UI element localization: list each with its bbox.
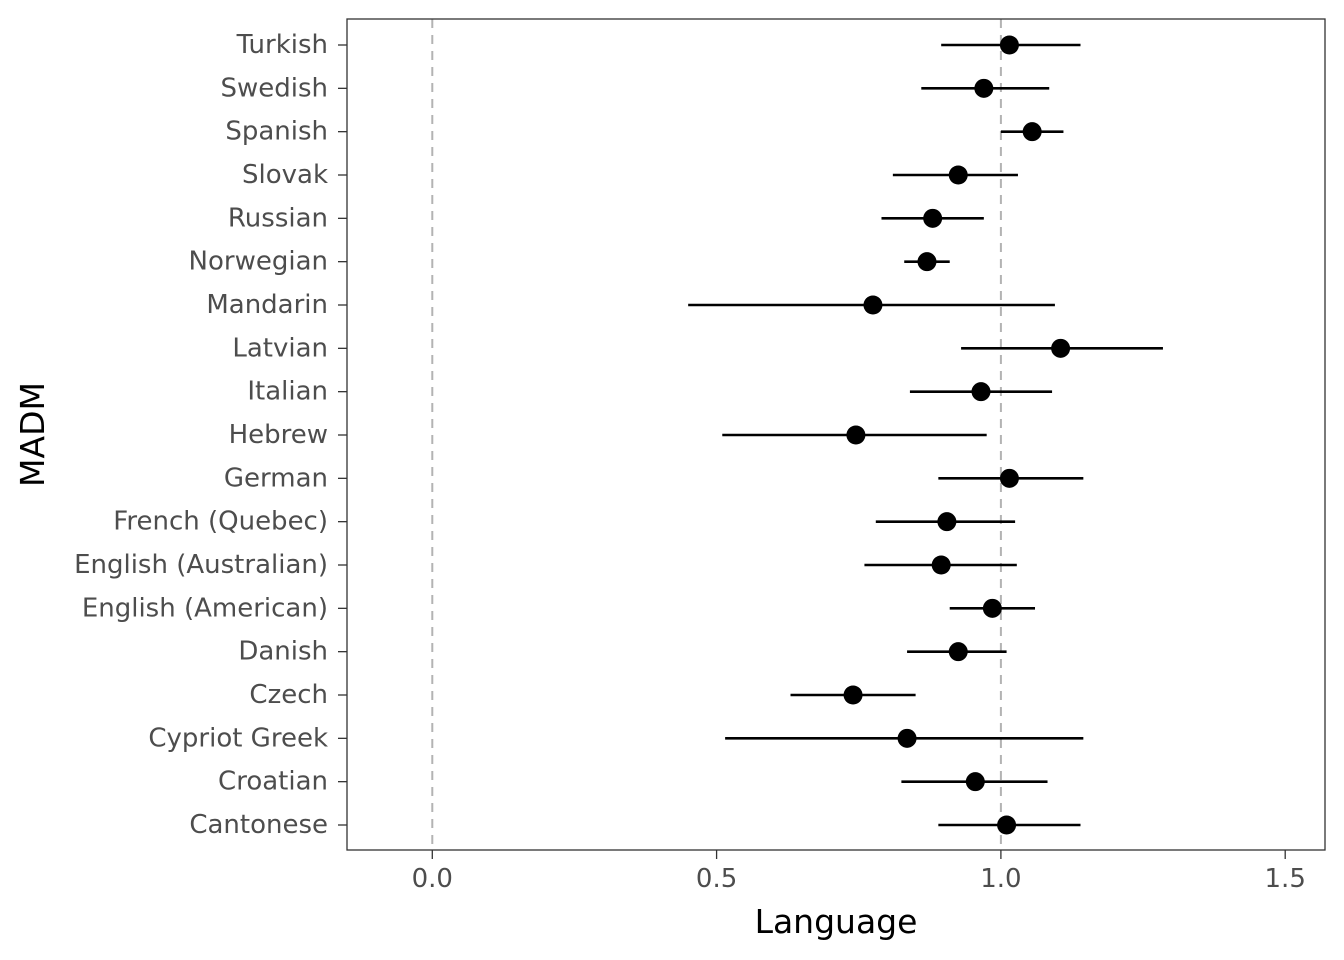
y-axis-title: MADM xyxy=(13,382,52,487)
data-point xyxy=(931,555,951,575)
y-tick-label: German xyxy=(224,463,328,493)
data-point xyxy=(948,165,968,185)
y-tick-label: Cypriot Greek xyxy=(148,723,328,753)
data-point xyxy=(948,642,968,662)
data-point xyxy=(863,295,883,315)
y-tick-label: Cantonese xyxy=(189,810,328,840)
y-tick-label: Norwegian xyxy=(189,247,328,277)
x-tick-label: 0.5 xyxy=(696,864,737,894)
data-point xyxy=(971,382,991,402)
y-tick-label: English (Australian) xyxy=(74,550,328,580)
y-tick-label: Spanish xyxy=(225,117,328,147)
x-tick-label: 1.0 xyxy=(980,864,1021,894)
reference-lines xyxy=(431,19,1002,850)
x-axis: 0.0 0.5 1.0 1.5 xyxy=(412,850,1306,894)
points xyxy=(843,35,1071,835)
data-point xyxy=(917,252,937,272)
x-tick-label: 1.5 xyxy=(1265,864,1306,894)
y-tick-label: Hebrew xyxy=(229,420,328,450)
data-point xyxy=(846,425,866,445)
y-tick-label: Russian xyxy=(228,203,328,233)
data-point xyxy=(923,208,943,228)
data-point xyxy=(843,685,863,705)
data-point xyxy=(999,468,1019,488)
data-point xyxy=(965,772,985,792)
y-tick-label: French (Quebec) xyxy=(113,507,328,537)
y-tick-label: Danish xyxy=(238,637,328,667)
y-tick-label: Czech xyxy=(249,680,328,710)
data-point xyxy=(1022,122,1042,142)
y-tick-label: Slovak xyxy=(242,160,328,190)
y-tick-label: Latvian xyxy=(232,333,328,363)
data-point xyxy=(974,78,994,98)
y-axis: Turkish Swedish Spanish Slovak Russian Norweg… xyxy=(74,30,347,840)
y-tick-label: English (American) xyxy=(82,593,328,623)
data-point xyxy=(937,512,957,532)
y-tick-label: Turkish xyxy=(236,30,328,60)
data-point xyxy=(1051,338,1071,358)
data-point xyxy=(982,598,1002,618)
x-tick-label: 0.0 xyxy=(412,864,453,894)
x-axis-title: Language xyxy=(755,902,918,941)
y-tick-label: Swedish xyxy=(220,73,328,103)
data-point xyxy=(999,35,1019,55)
y-tick-label: Italian xyxy=(247,377,328,407)
data-point xyxy=(897,728,917,748)
y-tick-label: Mandarin xyxy=(206,290,328,320)
data-point xyxy=(997,815,1017,835)
y-tick-label: Croatian xyxy=(218,767,328,797)
